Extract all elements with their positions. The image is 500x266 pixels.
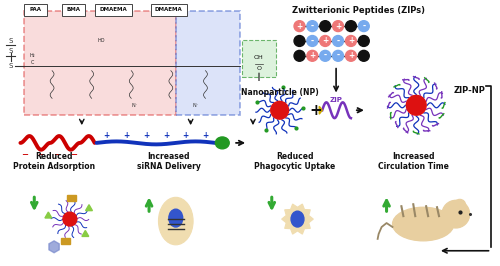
Circle shape [332,36,344,46]
Circle shape [307,36,318,46]
Text: -: - [324,51,327,60]
FancyBboxPatch shape [62,4,85,16]
Text: +: + [163,131,169,140]
Text: -: - [362,22,366,31]
Text: +: + [182,131,189,140]
Text: BMA: BMA [67,7,81,12]
Circle shape [346,21,356,32]
Text: O: O [256,66,262,71]
Text: -: - [336,36,340,45]
Text: HO: HO [98,39,106,43]
Text: Increased
Circulation Time: Increased Circulation Time [378,152,448,171]
Circle shape [320,50,330,61]
Text: C: C [30,60,34,65]
Circle shape [294,36,305,46]
FancyBboxPatch shape [150,4,187,16]
Text: +: + [348,36,354,45]
Text: -: - [311,36,314,45]
Text: +: + [309,51,316,60]
FancyBboxPatch shape [95,4,132,16]
Circle shape [332,21,344,32]
Text: +: + [123,131,130,140]
Text: PAA: PAA [30,7,42,12]
FancyBboxPatch shape [24,4,46,16]
Text: S: S [8,48,12,54]
Text: Reduced
Phagocytic Uptake: Reduced Phagocytic Uptake [254,152,335,171]
Text: ║: ║ [257,72,261,81]
Text: +: + [348,51,354,60]
Text: -: - [311,22,314,31]
Ellipse shape [169,209,182,227]
Circle shape [358,21,369,32]
Text: −: − [36,150,44,159]
Ellipse shape [392,207,454,241]
Circle shape [454,199,466,211]
Circle shape [346,50,356,61]
Text: +: + [104,131,110,140]
Text: H₂: H₂ [30,53,35,58]
Circle shape [294,50,305,61]
Ellipse shape [291,211,304,227]
Text: ZIP: ZIP [330,97,342,103]
Text: OH: OH [254,55,264,60]
Text: Increased
siRNA Delivery: Increased siRNA Delivery [137,152,201,171]
Text: -: - [336,51,340,60]
Text: Zwitterionic Peptides (ZIPs): Zwitterionic Peptides (ZIPs) [292,6,426,15]
Circle shape [320,21,330,32]
Circle shape [358,36,369,46]
Text: +: + [322,36,328,45]
Text: −: − [54,150,60,159]
Circle shape [406,95,426,115]
Text: ZIP-NP: ZIP-NP [454,86,486,95]
Circle shape [294,21,305,32]
Text: S: S [8,38,12,44]
Text: −: − [70,150,78,159]
Circle shape [346,36,356,46]
Circle shape [442,200,469,228]
Text: N⁻: N⁻ [192,103,199,108]
Text: +: + [143,131,149,140]
Bar [24,11,176,115]
Text: +: + [335,22,341,31]
Circle shape [271,101,288,119]
FancyBboxPatch shape [242,40,276,77]
Circle shape [63,212,77,226]
Text: DMAEMA: DMAEMA [155,7,182,12]
Bar [176,11,240,115]
Ellipse shape [216,137,229,149]
FancyBboxPatch shape [67,195,76,201]
Circle shape [320,36,330,46]
Text: +: + [202,131,208,140]
Polygon shape [320,106,322,114]
Text: +: + [296,22,302,31]
Ellipse shape [158,197,193,245]
Circle shape [332,50,344,61]
Circle shape [307,21,318,32]
Text: +: + [309,103,322,118]
Text: N⁻: N⁻ [131,103,138,108]
FancyBboxPatch shape [61,238,70,244]
Text: Nanoparticle (NP): Nanoparticle (NP) [241,89,318,97]
Circle shape [358,50,369,61]
Circle shape [307,50,318,61]
Text: −: − [21,150,28,159]
Polygon shape [282,204,314,234]
Text: Reduced
Protein Adsorption: Reduced Protein Adsorption [13,152,95,171]
Text: DMAEMA: DMAEMA [100,7,128,12]
Text: S: S [8,63,12,69]
